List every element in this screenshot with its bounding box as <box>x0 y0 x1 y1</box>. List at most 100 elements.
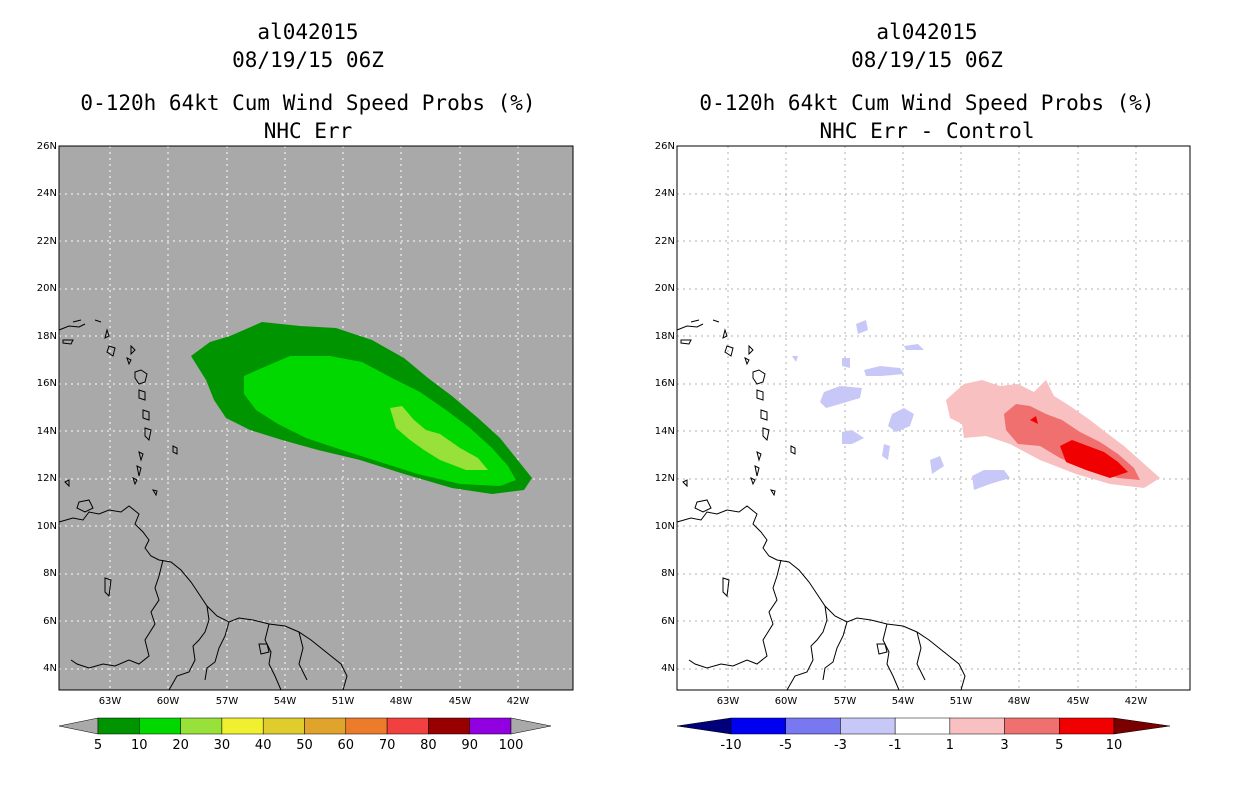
colorbar-swatch <box>304 717 347 735</box>
diff-plus5-spot <box>1030 416 1038 424</box>
lon-label: 63W <box>717 696 740 707</box>
lon-label: 48W <box>1008 696 1031 707</box>
colorbar-label: 20 <box>172 738 189 753</box>
left-map-frame <box>58 145 574 691</box>
lon-label: 60W <box>775 696 798 707</box>
left-product-title: 0-120h 64kt Cum Wind Speed Probs (%) <box>80 91 536 115</box>
colorbar-label: 5 <box>1055 738 1063 753</box>
lat-label: 10N <box>655 521 675 532</box>
colorbar-label: -3 <box>834 738 847 753</box>
colorbar-swatch <box>949 717 1005 735</box>
left-colorbar: 5 10 20 30 40 50 60 70 80 90 100 <box>58 717 552 753</box>
colorbar-label: 1 <box>946 738 954 753</box>
lat-label: 4N <box>43 663 57 674</box>
left-map-panel: 26N 24N 22N 20N 18N 16N 14N 12N 10N 8N 6N 4N 63W 60W… <box>37 141 574 707</box>
colorbar-swatch <box>97 717 140 735</box>
lat-label: 6N <box>661 616 675 627</box>
lon-label: 51W <box>950 696 973 707</box>
colorbar-label: 70 <box>379 738 396 753</box>
colorbar-swatch <box>785 717 841 735</box>
diff-plus5-contour <box>1060 440 1128 478</box>
lat-label: 22N <box>37 236 57 247</box>
colorbar-label: 80 <box>420 738 437 753</box>
colorbar-swatch <box>469 717 512 735</box>
colorbar-swatch <box>730 717 786 735</box>
colorbar-label: 3 <box>1000 738 1008 753</box>
colorbar-swatch <box>139 717 181 735</box>
lat-label: 4N <box>661 663 675 674</box>
lon-label: 60W <box>157 696 180 707</box>
lat-label: 8N <box>43 568 57 579</box>
right-product-title: 0-120h 64kt Cum Wind Speed Probs (%) <box>699 91 1155 115</box>
left-lon-labels: 63W 60W 57W 54W 51W 48W 45W 42W <box>99 696 530 707</box>
colorbar-label: 10 <box>131 738 148 753</box>
colorbar-swatch <box>1004 717 1060 735</box>
colorbar-label: -1 <box>889 738 902 753</box>
colorbar-label: 100 <box>499 738 524 753</box>
lat-label: 20N <box>655 283 675 294</box>
colorbar-swatch <box>262 717 305 735</box>
right-map-background <box>677 146 1190 690</box>
right-storm-id: al042015 <box>876 20 978 44</box>
lat-label: 16N <box>37 378 57 389</box>
left-subtitle: NHC Err <box>263 119 353 143</box>
colorbar-swatch <box>386 717 429 735</box>
colorbar-swatch <box>345 717 388 735</box>
colorbar-over-arrow <box>510 717 552 735</box>
lat-label: 12N <box>37 473 57 484</box>
lat-label: 24N <box>37 188 57 199</box>
left-storm-id: al042015 <box>257 20 359 44</box>
lat-label: 18N <box>37 331 57 342</box>
lat-label: 24N <box>655 188 675 199</box>
colorbar-label: -10 <box>720 738 741 753</box>
lat-label: 26N <box>37 141 57 152</box>
lon-label: 42W <box>1125 696 1148 707</box>
right-datetime: 08/19/15 06Z <box>851 48 1003 72</box>
colorbar-label: -5 <box>779 738 792 753</box>
colorbar-label: 30 <box>214 738 231 753</box>
lon-label: 45W <box>1067 696 1090 707</box>
colorbar-over-arrow <box>1113 717 1171 735</box>
colorbar-swatch <box>428 717 470 735</box>
prob-contour-20pct <box>390 406 488 470</box>
lat-label: 18N <box>655 331 675 342</box>
lon-label: 51W <box>332 696 355 707</box>
lat-label: 14N <box>655 426 675 437</box>
lon-label: 57W <box>216 696 239 707</box>
lon-label: 54W <box>274 696 297 707</box>
lat-label: 12N <box>655 473 675 484</box>
right-colorbar: -10 -5 -3 -1 1 3 5 10 <box>676 717 1171 753</box>
colorbar-swatch <box>221 717 264 735</box>
lon-label: 48W <box>390 696 413 707</box>
diff-negative-patches <box>792 320 1010 490</box>
colorbar-label: 40 <box>255 738 272 753</box>
right-map-panel: 26N 24N 22N 20N 18N 16N 14N 12N 10N 8N 6N 4N 63W 60W… <box>655 141 1191 707</box>
lon-label: 57W <box>834 696 857 707</box>
right-map-frame <box>676 145 1191 691</box>
colorbar-label: 90 <box>461 738 478 753</box>
lon-label: 45W <box>449 696 472 707</box>
colorbar-label: 50 <box>296 738 313 753</box>
lat-label: 8N <box>661 568 675 579</box>
lat-label: 22N <box>655 236 675 247</box>
lon-label: 54W <box>892 696 915 707</box>
lat-label: 26N <box>655 141 675 152</box>
lat-label: 14N <box>37 426 57 437</box>
colorbar-under-arrow <box>58 717 99 735</box>
lon-label: 42W <box>507 696 530 707</box>
lat-label: 16N <box>655 378 675 389</box>
colorbar-under-arrow <box>676 717 732 735</box>
colorbar-swatch <box>840 717 896 735</box>
lat-label: 20N <box>37 283 57 294</box>
colorbar-swatch <box>894 717 951 735</box>
right-lon-labels: 63W 60W 57W 54W 51W 48W 45W 42W <box>717 696 1148 707</box>
left-lat-labels: 26N 24N 22N 20N 18N 16N 14N 12N 10N 8N 6N 4N <box>37 141 57 674</box>
colorbar-label: 5 <box>94 738 102 753</box>
right-subtitle: NHC Err - Control <box>819 119 1035 143</box>
left-datetime: 08/19/15 06Z <box>232 48 384 72</box>
colorbar-swatch <box>1059 717 1115 735</box>
colorbar-swatch <box>180 717 223 735</box>
lat-label: 6N <box>43 616 57 627</box>
colorbar-label: 10 <box>1106 738 1123 753</box>
